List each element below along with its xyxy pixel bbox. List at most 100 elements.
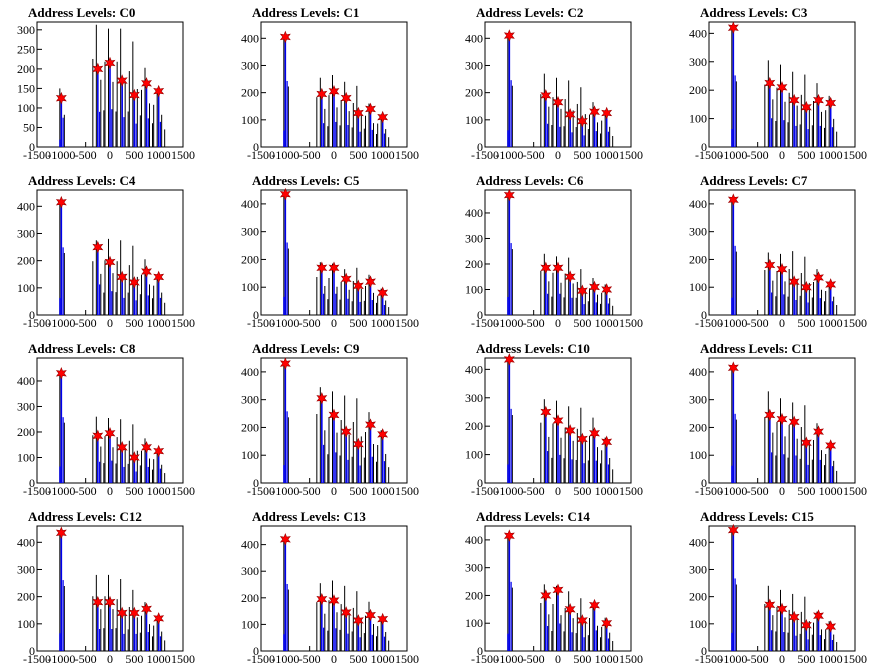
x-tick-label: 500	[797, 316, 815, 330]
x-tick-label: 500	[349, 484, 367, 498]
peak-star-marker	[813, 93, 824, 107]
panel-plot: 0 100 200 300 400 -1500-1000 -500 0 500 1000 1500	[465, 21, 643, 162]
x-tick-label: -1500	[247, 652, 275, 666]
y-tick-label: 100	[465, 282, 483, 296]
x-tick-label: -500	[75, 316, 97, 330]
x-tick-label: 1500	[171, 148, 195, 162]
chart-panel: Address Levels: C13 0 100 200 300 400 -1500 -10…	[224, 504, 448, 672]
peak-star-marker	[813, 425, 824, 438]
y-tick-label: 100	[241, 280, 259, 294]
chart-panel: Address Levels: C10 0 100 200 300 400 -1500 -10…	[448, 336, 672, 504]
peak-star-marker	[316, 87, 328, 101]
x-tick-label: -1500	[23, 484, 51, 498]
peak-star-marker	[153, 444, 165, 458]
y-tick-label: 200	[689, 420, 707, 434]
peak-star-marker	[727, 361, 739, 375]
x-tick-label: 1500	[171, 316, 195, 330]
peak-star-marker	[601, 283, 613, 296]
peak-star-marker	[825, 439, 837, 452]
panel-title: Address Levels: C1	[252, 5, 360, 20]
peak-star-marker	[503, 29, 515, 42]
y-tick-label: 100	[17, 101, 35, 115]
chart-panel: Address Levels: C0 0 50 100 150 200 250 300 -150…	[0, 0, 224, 168]
y-tick-label: 200	[17, 62, 35, 76]
x-tick-label: -500	[747, 484, 769, 498]
peak-star-marker	[776, 412, 788, 426]
panel-title: Address Levels: C12	[28, 509, 142, 524]
x-tick-label: -1500	[247, 484, 275, 498]
peak-star-marker	[503, 353, 515, 366]
y-tick-label: 100	[465, 113, 483, 127]
peak-star-marker	[800, 436, 812, 450]
peak-star-marker	[576, 614, 588, 627]
x-tick-label: 1000	[147, 652, 171, 666]
x-tick-label: 1000	[371, 484, 395, 498]
x-tick-label: 1500	[619, 316, 643, 330]
peak-star-marker	[153, 84, 165, 98]
x-tick-label: 500	[573, 484, 591, 498]
peak-star-marker	[104, 255, 116, 269]
peak-star-marker	[800, 100, 812, 114]
x-tick-label: -1500	[23, 652, 51, 666]
y-tick-label: 200	[465, 419, 483, 433]
x-tick-label: 1000	[595, 484, 619, 498]
x-tick-label: -1000	[271, 484, 299, 498]
peak-star-marker	[800, 618, 812, 632]
x-tick-label: 500	[125, 652, 143, 666]
x-tick-label: -1000	[47, 316, 75, 330]
y-tick-label: 200	[465, 86, 483, 100]
x-tick-label: 1500	[843, 652, 867, 666]
chart-panel: Address Levels: C1 0 100 200 300 400 -1500 -100…	[224, 0, 448, 168]
peak-star-marker	[727, 193, 739, 207]
y-tick-label: 200	[689, 252, 707, 266]
panel-title: Address Levels: C10	[476, 341, 590, 356]
peak-star-marker	[365, 418, 376, 431]
peak-star-marker	[92, 429, 104, 443]
panel-plot: 0 100 200 300 400 -1500-1000 -500 0 500 1000 1500	[465, 525, 643, 666]
panel-title: Address Levels: C2	[476, 5, 584, 20]
peak-star-marker	[825, 96, 837, 110]
x-tick-label: 0	[331, 148, 337, 162]
y-tick-label: 100	[241, 113, 259, 127]
peak-star-marker	[365, 608, 376, 622]
y-tick-label: 0	[253, 644, 259, 658]
y-tick-label: 300	[465, 561, 483, 575]
y-tick-label: 200	[689, 590, 707, 604]
y-tick-label: 100	[241, 448, 259, 462]
peak-star-marker	[340, 91, 352, 105]
x-tick-label: 1000	[371, 148, 395, 162]
panel-title: Address Levels: C14	[476, 509, 590, 524]
peak-star-marker	[104, 595, 116, 609]
y-tick-label: 400	[241, 365, 259, 379]
y-tick-label: 300	[241, 393, 259, 407]
x-tick-label: -1000	[495, 148, 523, 162]
peak-star-marker	[352, 437, 364, 451]
peak-star-marker	[279, 187, 291, 201]
y-tick-label: 200	[17, 590, 35, 604]
x-tick-label: 1000	[147, 484, 171, 498]
peak-star-marker	[589, 280, 600, 294]
y-tick-label: 0	[701, 644, 707, 658]
peak-star-marker	[141, 440, 152, 454]
x-tick-label: 1000	[595, 652, 619, 666]
x-tick-label: 1000	[371, 316, 395, 330]
y-tick-label: 250	[17, 42, 35, 56]
y-tick-label: 300	[241, 564, 259, 578]
y-tick-label: 100	[241, 617, 259, 631]
y-tick-label: 300	[241, 225, 259, 239]
peak-star-marker	[128, 88, 140, 102]
peak-star-marker	[365, 102, 376, 116]
y-tick-label: 0	[29, 308, 35, 322]
peak-star-marker	[352, 106, 364, 120]
x-tick-label: -1500	[695, 484, 723, 498]
chart-panel: Address Levels: C11 0 100 200 300 400 -1500 -10…	[672, 336, 896, 504]
peak-star-marker	[352, 279, 364, 293]
x-tick-label: -500	[523, 316, 545, 330]
y-tick-label: 300	[17, 562, 35, 576]
x-tick-label: 0	[107, 652, 113, 666]
peak-star-marker	[764, 598, 776, 612]
y-tick-label: 100	[689, 448, 707, 462]
panel-title: Address Levels: C9	[252, 341, 360, 356]
peak-star-marker	[377, 110, 389, 124]
